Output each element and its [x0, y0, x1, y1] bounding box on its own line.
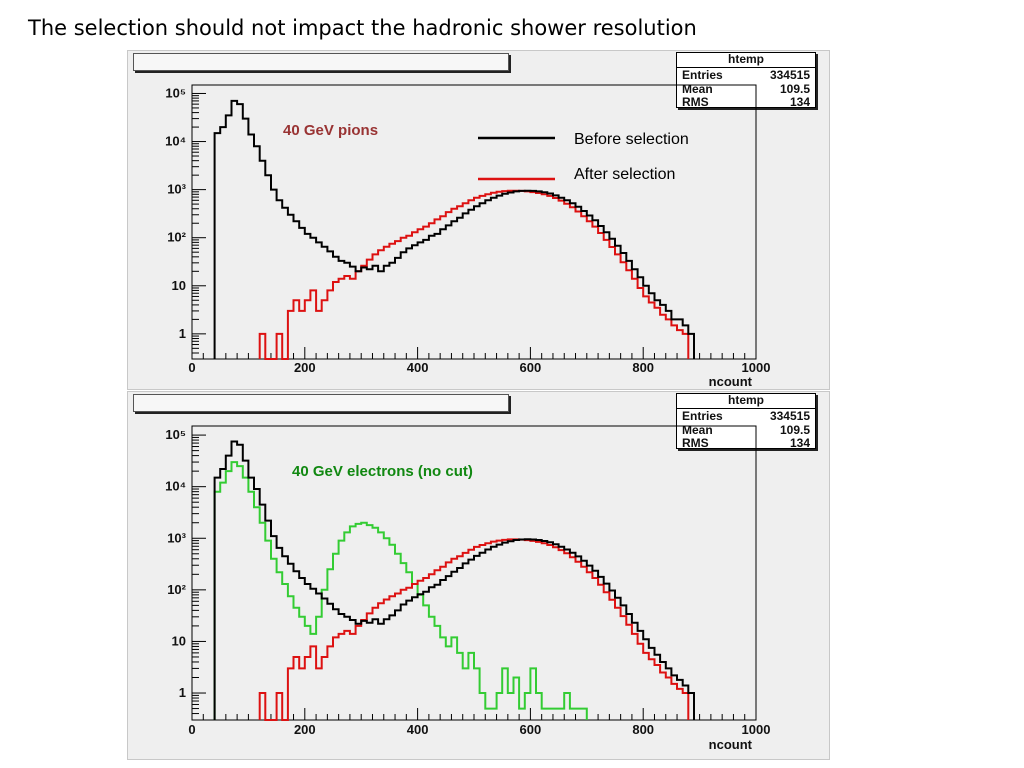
- entries-label: Entries: [682, 68, 723, 82]
- y-tick-label: 10³: [167, 182, 186, 197]
- rms-value: 134: [789, 436, 810, 450]
- x-tick-label: 400: [407, 360, 429, 375]
- entries-value: 334515: [769, 68, 810, 82]
- legend-after-label: After selection: [574, 166, 675, 183]
- x-tick-label: 0: [188, 360, 195, 375]
- mean-value: 109.5: [779, 422, 810, 437]
- series-electrons-line: [213, 461, 588, 720]
- electrons-chart: 40 GeV electrons (no cut) 1 10 10² 10³ 10⁴ 10…: [165, 425, 771, 752]
- stats-name: htemp: [677, 53, 815, 68]
- x-tick-label: 0: [188, 722, 195, 737]
- series-before-selection-line: [213, 99, 695, 359]
- x-axis-label: ncount: [709, 737, 753, 752]
- legend-before-label: Before selection: [574, 131, 689, 148]
- x-axis-label: ncount: [709, 374, 753, 389]
- stats-name: htemp: [677, 394, 815, 409]
- y-tick-label: 10²: [167, 230, 186, 245]
- pions-annotation: 40 GeV pions: [283, 122, 378, 139]
- rms-label: RMS: [682, 95, 709, 109]
- x-tick-label: 600: [520, 722, 542, 737]
- entries-label: Entries: [682, 409, 723, 423]
- x-tick-label: 1000: [742, 722, 771, 737]
- electrons-plot-panel: htemp Entries 334515 Mean 109.5 RMS 134 40 …: [127, 391, 830, 760]
- y-tick-label: 10⁴: [165, 479, 186, 494]
- y-tick-label: 1: [179, 685, 186, 700]
- y-tick-label: 10²: [167, 582, 186, 597]
- y-tick-label: 10⁵: [165, 85, 186, 100]
- y-tick-label: 10⁵: [165, 427, 186, 442]
- plot-title-box: [133, 394, 509, 412]
- pions-plot-panel: htemp Entries 334515 Mean 109.5 RMS 134 40 …: [127, 50, 830, 390]
- series-after-selection-line: [258, 189, 690, 360]
- y-tick-label: 10: [172, 633, 186, 648]
- y-tick-label: 1: [179, 326, 186, 341]
- plot-title-box: [133, 53, 509, 71]
- y-tick-label: 10³: [167, 530, 186, 545]
- y-tick-label: 10: [172, 278, 186, 293]
- x-tick-label: 800: [632, 722, 654, 737]
- mean-value: 109.5: [779, 81, 810, 96]
- x-tick-label: 800: [632, 360, 654, 375]
- x-tick-label: 200: [294, 722, 316, 737]
- x-tick-label: 1000: [742, 360, 771, 375]
- series-before-selection-line: [213, 440, 695, 720]
- rms-label: RMS: [682, 436, 709, 450]
- rms-value: 134: [789, 95, 810, 109]
- x-tick-label: 600: [520, 360, 542, 375]
- x-tick-label: 400: [407, 722, 429, 737]
- x-tick-label: 200: [294, 360, 316, 375]
- slide-title: The selection should not impact the hadr…: [28, 16, 697, 40]
- electrons-annotation: 40 GeV electrons (no cut): [292, 463, 473, 480]
- entries-value: 334515: [769, 409, 810, 423]
- pions-chart: 40 GeV pions Before selection After sele…: [165, 84, 771, 389]
- y-tick-label: 10⁴: [165, 134, 186, 149]
- series-after-selection-line: [258, 538, 690, 721]
